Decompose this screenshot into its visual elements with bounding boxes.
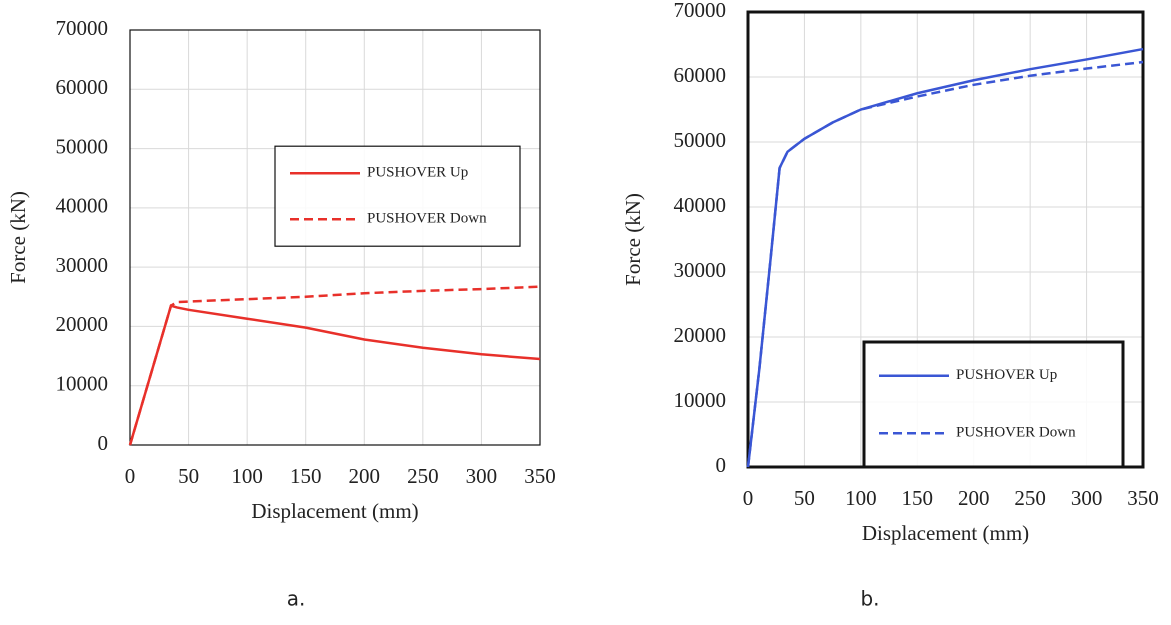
series-line: [746, 60, 1144, 468]
y-tick-label: 50000: [674, 128, 727, 152]
y-axis-label: Force (kN): [621, 193, 645, 286]
legend-box: [274, 145, 521, 247]
y-tick-label: 10000: [674, 388, 727, 412]
x-tick-label: 50: [794, 486, 815, 510]
y-tick-label: 10000: [56, 372, 109, 396]
y-tick-label: 0: [98, 431, 109, 455]
y-tick-label: 30000: [56, 253, 109, 277]
x-tick-label: 300: [1071, 486, 1103, 510]
x-tick-label: 150: [902, 486, 934, 510]
x-tick-label: 200: [958, 486, 990, 510]
y-axis-label: Force (kN): [6, 191, 30, 284]
x-tick-label: 0: [743, 486, 754, 510]
x-tick-label: 250: [407, 464, 439, 488]
y-tick-label: 30000: [674, 258, 727, 282]
legend-box: [862, 340, 1125, 469]
x-tick-label: 0: [125, 464, 136, 488]
x-tick-label: 50: [178, 464, 199, 488]
y-tick-label: 40000: [56, 194, 109, 218]
y-tick-label: 20000: [674, 323, 727, 347]
y-tick-label: 20000: [56, 312, 109, 336]
x-tick-label: 150: [290, 464, 322, 488]
legend-label: PUSHOVER Up: [367, 165, 468, 181]
x-tick-label: 250: [1014, 486, 1046, 510]
legend-label: PUSHOVER Down: [367, 211, 487, 227]
x-tick-label: 200: [349, 464, 381, 488]
caption: b.: [860, 587, 879, 611]
x-tick-label: 300: [466, 464, 498, 488]
x-tick-label: 100: [231, 464, 263, 488]
caption: a.: [287, 587, 306, 611]
y-tick-label: 70000: [56, 16, 109, 40]
x-tick-label: 350: [1127, 486, 1159, 510]
series-line: [128, 304, 541, 446]
y-tick-label: 60000: [56, 75, 109, 99]
plot-frame: [129, 29, 541, 446]
x-tick-label: 100: [845, 486, 877, 510]
series-line: [128, 285, 541, 446]
x-tick-label: 350: [524, 464, 556, 488]
y-tick-label: 70000: [674, 0, 727, 22]
legend-label: PUSHOVER Down: [956, 425, 1076, 441]
x-axis-label: Displacement (mm): [251, 499, 418, 523]
legend-label: PUSHOVER Up: [956, 367, 1057, 383]
y-tick-label: 50000: [56, 134, 109, 158]
y-tick-label: 0: [716, 453, 727, 477]
y-tick-label: 40000: [674, 193, 727, 217]
x-axis-label: Displacement (mm): [862, 521, 1029, 545]
y-tick-label: 60000: [674, 63, 727, 87]
